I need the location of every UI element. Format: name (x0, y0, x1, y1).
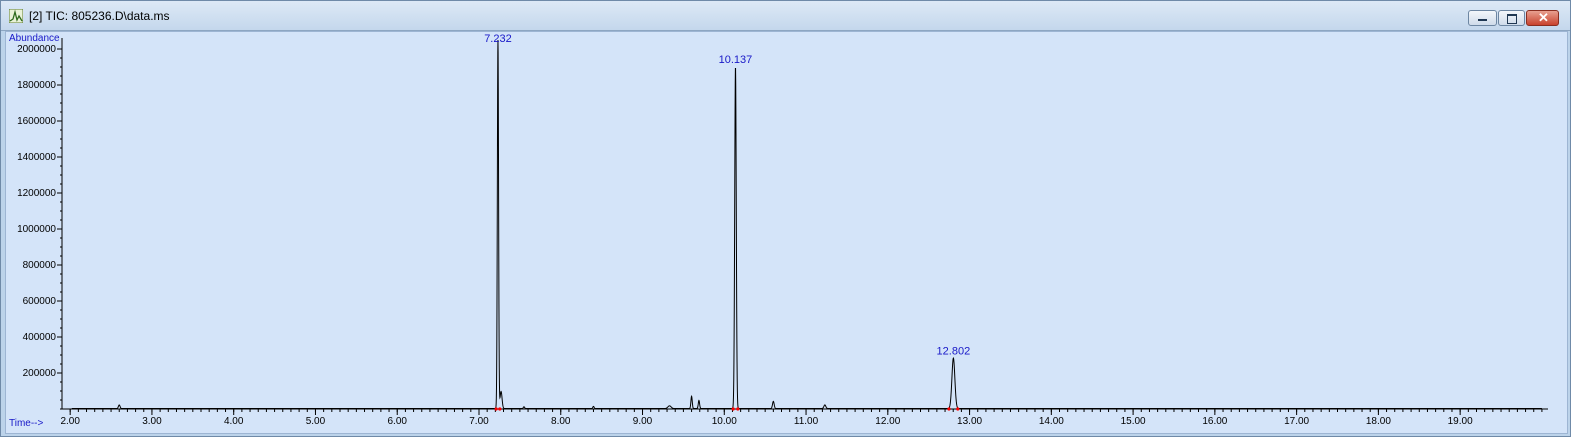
x-tick-label: 12.00 (875, 416, 900, 427)
y-tick-label: 1000000 (17, 224, 56, 235)
window-titlebar[interactable]: [2] TIC: 805236.D\data.ms ✕ (1, 1, 1570, 31)
peak-label: 7.232 (484, 33, 512, 45)
x-tick-label: 16.00 (1202, 416, 1227, 427)
close-icon: ✕ (1538, 10, 1549, 25)
x-tick-label: 18.00 (1366, 416, 1391, 427)
x-tick-label: 6.00 (387, 416, 407, 427)
y-axis-label: Abundance (9, 33, 60, 44)
baseline-marker (736, 407, 740, 411)
y-tick-label: 800000 (23, 260, 57, 271)
y-tick-label: 1600000 (17, 116, 56, 127)
peak-labels: 7.232 10.137 12.802 (484, 33, 970, 358)
y-tick-label: 600000 (23, 296, 57, 307)
y-tick-label: 2000000 (17, 44, 56, 55)
y-tick-label: 1200000 (17, 188, 56, 199)
chromatogram-plot-area[interactable]: 200000 400000 600000 800000 1000000 1200000 14… (5, 31, 1568, 434)
x-tick-label: 17.00 (1284, 416, 1309, 427)
baseline-marker (498, 407, 502, 411)
y-tick-label: 400000 (23, 332, 57, 343)
window-title: [2] TIC: 805236.D\data.ms (29, 9, 170, 23)
x-tick-label: 19.00 (1448, 416, 1473, 427)
x-tick-label: 14.00 (1039, 416, 1064, 427)
y-tick-label: 1800000 (17, 80, 56, 91)
chart-axes (61, 38, 1548, 410)
peak-baseline-markers (494, 407, 960, 411)
tic-trace (71, 39, 1542, 410)
x-tick-label: 8.00 (551, 416, 571, 427)
x-axis-label: Time--> (9, 418, 44, 429)
baseline-marker (956, 407, 960, 411)
x-tick-label: 2.00 (60, 416, 80, 427)
chart-ticks: 200000 400000 600000 800000 1000000 1200000 14… (17, 44, 1543, 427)
peak-label: 10.137 (719, 54, 753, 66)
x-tick-label: 10.00 (712, 416, 737, 427)
baseline-marker (731, 407, 735, 411)
x-tick-label: 3.00 (142, 416, 162, 427)
x-tick-label: 7.00 (469, 416, 489, 427)
chromatogram-app-icon (9, 9, 23, 23)
peak-label: 12.802 (937, 346, 971, 358)
y-tick-label: 1400000 (17, 152, 56, 163)
baseline-marker (494, 407, 498, 411)
baseline-marker (947, 407, 951, 411)
minimize-icon (1478, 19, 1487, 21)
x-tick-label: 15.00 (1121, 416, 1146, 427)
tic-chart: 200000 400000 600000 800000 1000000 1200000 14… (9, 33, 1548, 429)
maximize-icon (1507, 14, 1517, 24)
minimize-button[interactable] (1468, 10, 1497, 26)
x-tick-label: 4.00 (224, 416, 244, 427)
maximize-button[interactable] (1498, 10, 1525, 26)
x-tick-label: 9.00 (633, 416, 653, 427)
x-tick-label: 5.00 (306, 416, 326, 427)
close-button[interactable]: ✕ (1526, 10, 1559, 26)
y-tick-label: 200000 (23, 368, 57, 379)
x-tick-label: 11.00 (794, 416, 819, 427)
x-tick-label: 13.00 (957, 416, 982, 427)
